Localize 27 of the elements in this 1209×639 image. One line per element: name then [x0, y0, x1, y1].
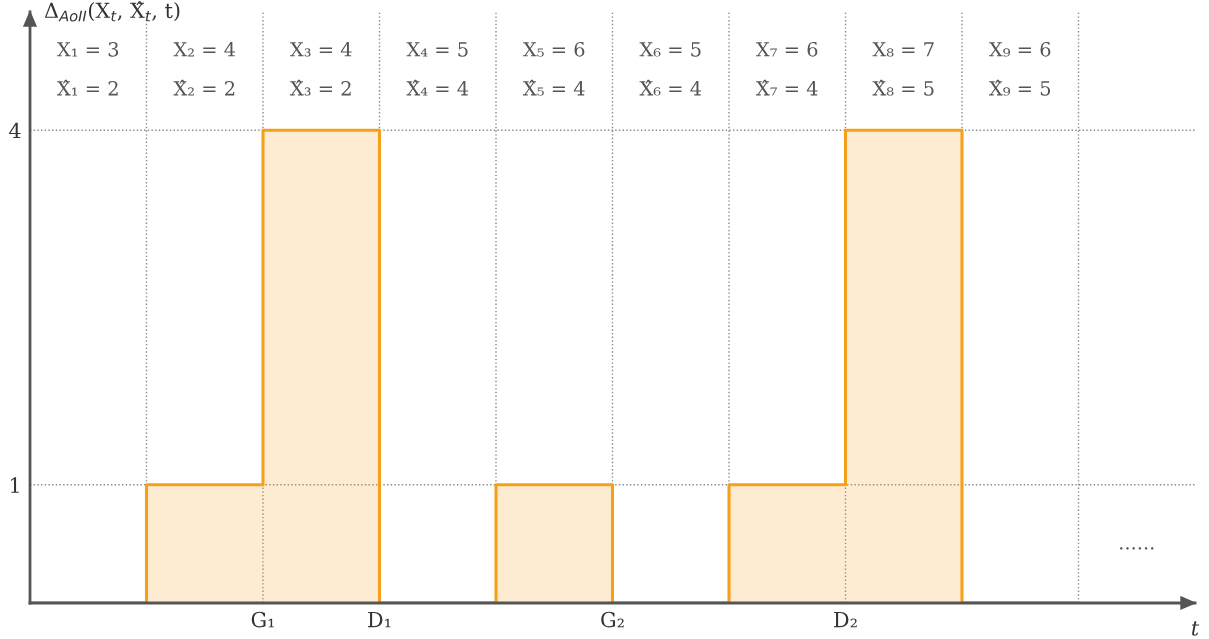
annotation: X₈ = 7	[872, 42, 934, 57]
annotation: X₉ = 6	[989, 41, 1051, 57]
x-tick-label: G₂	[601, 611, 624, 628]
annotation: ......	[1120, 547, 1154, 550]
annotation: X₁ = 3	[57, 41, 119, 57]
y-axis-title: Δ$_{AoII}$(X$_{t}$, X̂$_{t}$, t)	[44, 1, 180, 22]
annotation: X₃ = 4	[290, 41, 352, 57]
annotation: X̂₈ = 5	[872, 79, 934, 96]
annotation: X₂ = 4	[173, 41, 236, 57]
y-tick-label: 1	[10, 477, 19, 493]
annotation: X̂₁ = 2	[57, 79, 118, 96]
annotation: X̂₄ = 4	[406, 79, 469, 96]
annotation: X₅ = 6	[523, 41, 585, 57]
annotation: X̂₂ = 2	[173, 79, 235, 96]
annotation: X₇ = 6	[756, 41, 818, 57]
annotation: X₄ = 5	[406, 42, 468, 57]
x-axis-title: t	[1191, 621, 1200, 636]
annotation: X̂₇ = 4	[756, 79, 818, 96]
x-tick-label: D₂	[834, 611, 857, 628]
annotation: X̂₅ = 4	[523, 79, 585, 96]
annotation: X₆ = 5	[639, 42, 701, 57]
x-tick-label: G₁	[251, 611, 274, 628]
x-tick-label: D₁	[368, 611, 391, 628]
y-tick-label: 4	[9, 122, 21, 139]
annotation: X̂₆ = 4	[639, 79, 702, 96]
annotation: X̂₉ = 5	[989, 79, 1051, 96]
annotation: X̂₃ = 2	[290, 79, 351, 96]
